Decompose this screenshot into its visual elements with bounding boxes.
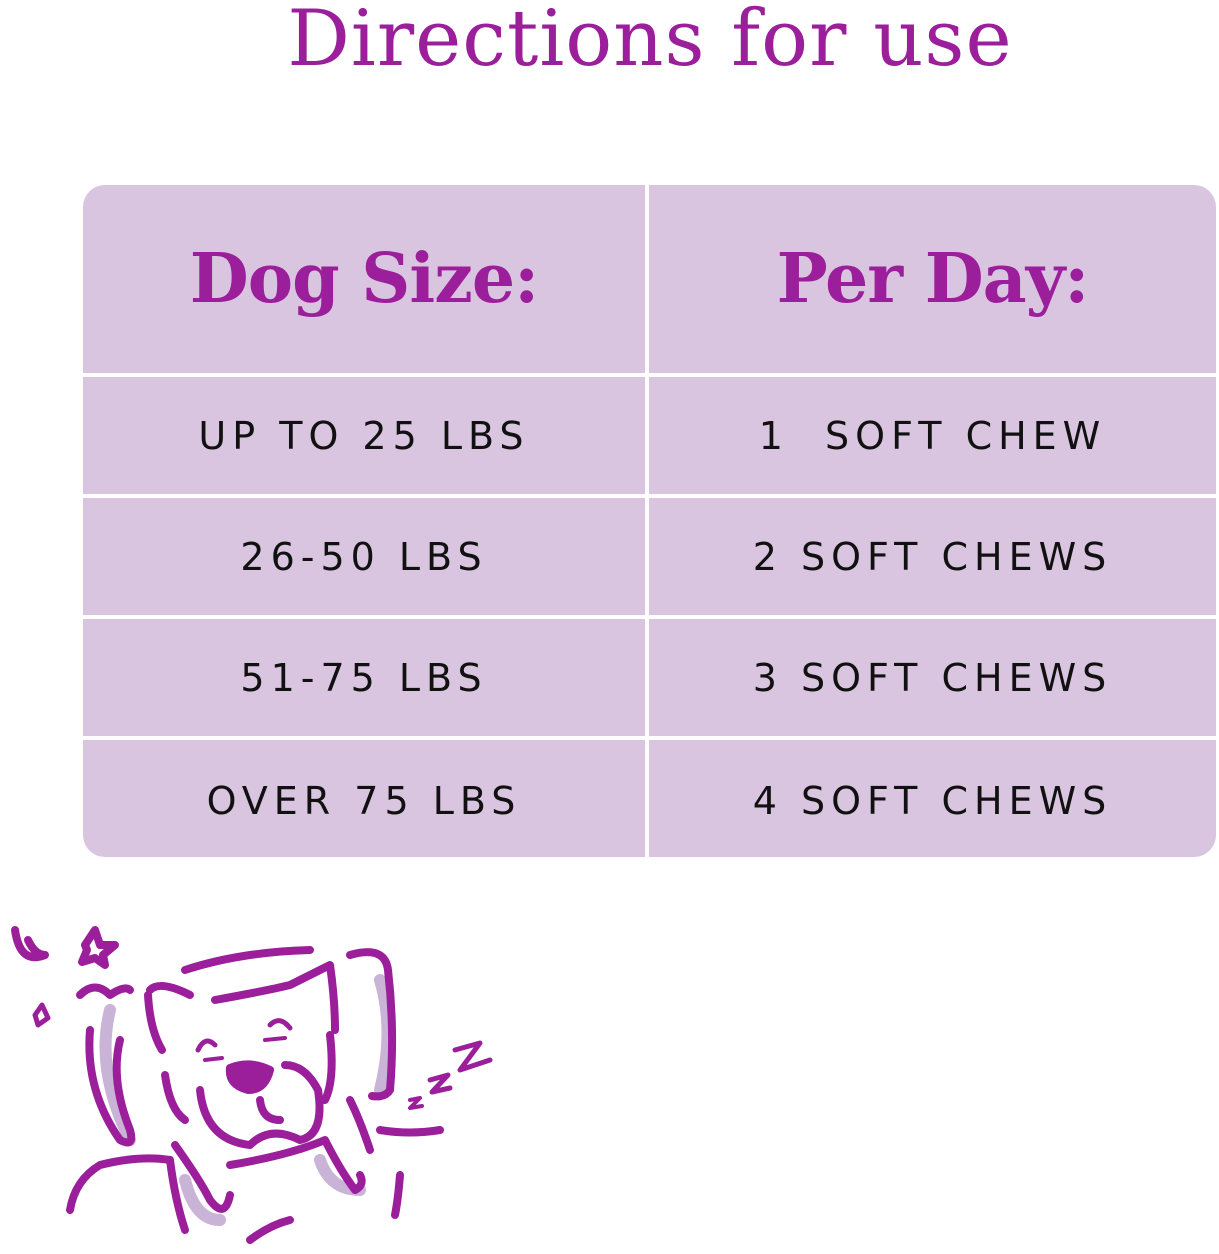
- cell-size: 26-50 LBS: [83, 498, 645, 615]
- sleeping-dog-icon: [11, 926, 493, 1244]
- cell-dose: 1 SOFT CHEW: [649, 377, 1216, 494]
- cell-size: 51-75 LBS: [83, 619, 645, 736]
- page-title: Directions for use: [287, 0, 1013, 84]
- cell-dose: 3 SOFT CHEWS: [649, 619, 1216, 736]
- cell-size: UP TO 25 LBS: [83, 377, 645, 494]
- header-dog-size: Dog Size:: [83, 185, 645, 373]
- cell-size: OVER 75 LBS: [83, 740, 645, 857]
- dosage-table: Dog Size: Per Day: UP TO 25 LBS 1 SOFT C…: [83, 185, 1216, 857]
- cell-dose: 2 SOFT CHEWS: [649, 498, 1216, 615]
- header-per-day: Per Day:: [649, 185, 1216, 373]
- cell-dose: 4 SOFT CHEWS: [649, 740, 1216, 857]
